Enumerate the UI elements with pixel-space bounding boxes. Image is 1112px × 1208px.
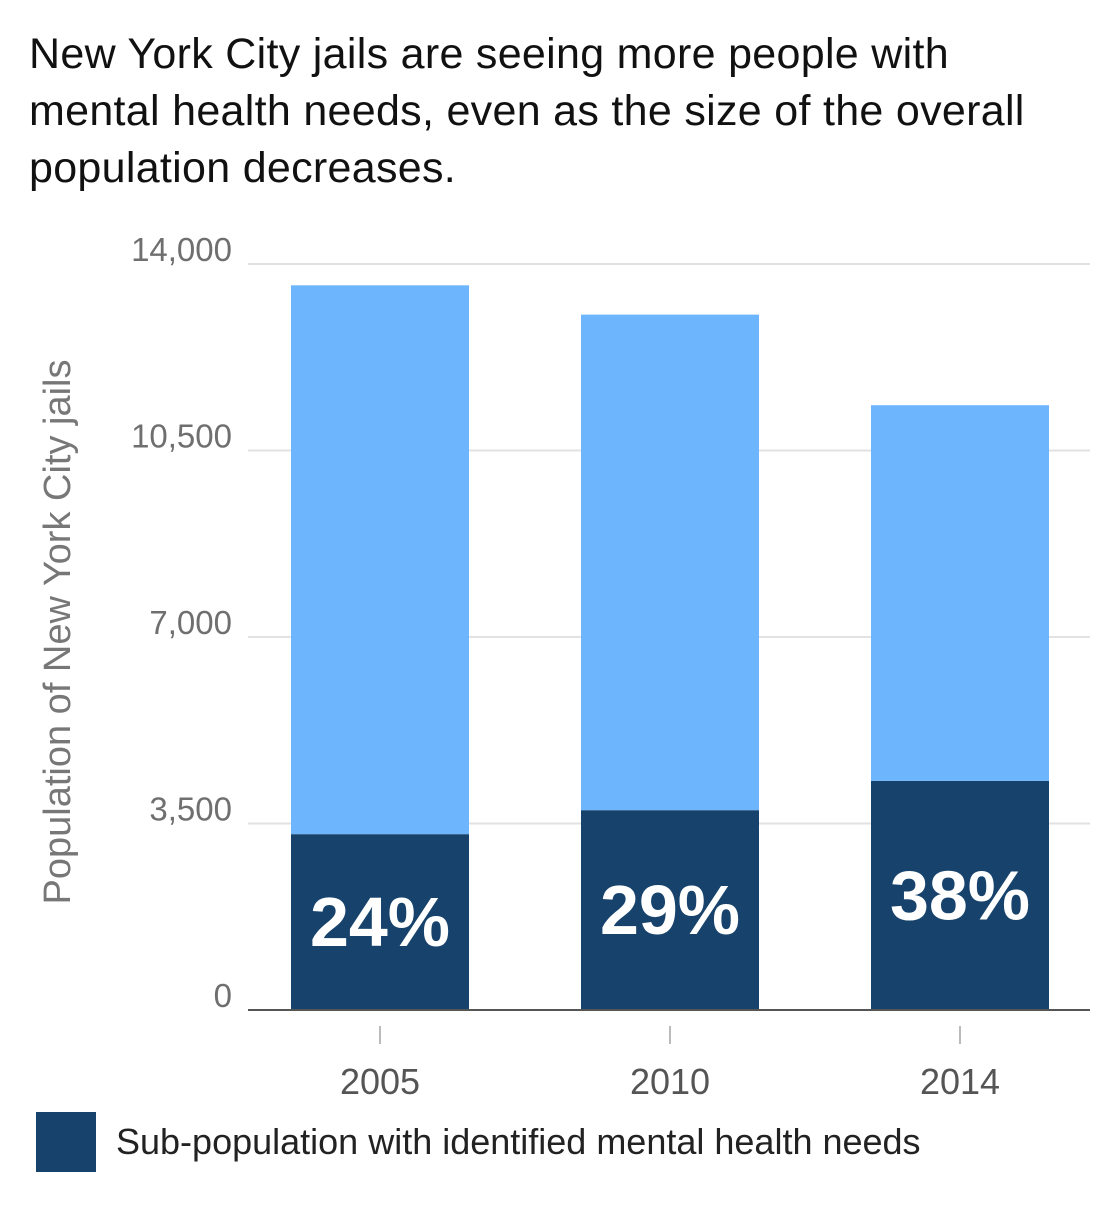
x-tick-label: 2005 xyxy=(340,1061,420,1102)
chart-title: New York City jails are seeing more peop… xyxy=(29,30,1025,192)
y-tick-label: 7,000 xyxy=(149,604,232,641)
data-label-percent: 24% xyxy=(310,883,450,961)
bars xyxy=(291,285,1049,1010)
bar-mental-health-2010 xyxy=(581,810,759,1010)
bar-remaining-population-2005 xyxy=(291,285,469,835)
y-tick-label: 0 xyxy=(214,977,232,1014)
legend-label: Sub-population with identified mental he… xyxy=(116,1121,921,1162)
x-tick-label: 2014 xyxy=(920,1061,1000,1102)
x-tick-label: 2010 xyxy=(630,1061,710,1102)
bar-remaining-population-2010 xyxy=(581,314,759,811)
bar-remaining-population-2014 xyxy=(871,405,1049,781)
legend-swatch xyxy=(36,1112,96,1172)
y-tick-label: 3,500 xyxy=(149,791,232,828)
data-labels: 24% 29% 38% xyxy=(310,856,1030,961)
data-label-percent: 38% xyxy=(890,856,1030,934)
y-tick-label: 10,500 xyxy=(131,418,232,455)
axes: 0 3,500 7,000 10,500 14,000 2005 2010 2014 xyxy=(131,231,1090,1102)
bar-mental-health-2005 xyxy=(291,834,469,1010)
legend: Sub-population with identified mental he… xyxy=(36,1112,921,1172)
y-axis-label: Population of New York City jails xyxy=(37,360,79,905)
y-tick-label: 14,000 xyxy=(131,231,232,268)
bar-mental-health-2014 xyxy=(871,780,1049,1010)
data-label-percent: 29% xyxy=(600,871,740,949)
